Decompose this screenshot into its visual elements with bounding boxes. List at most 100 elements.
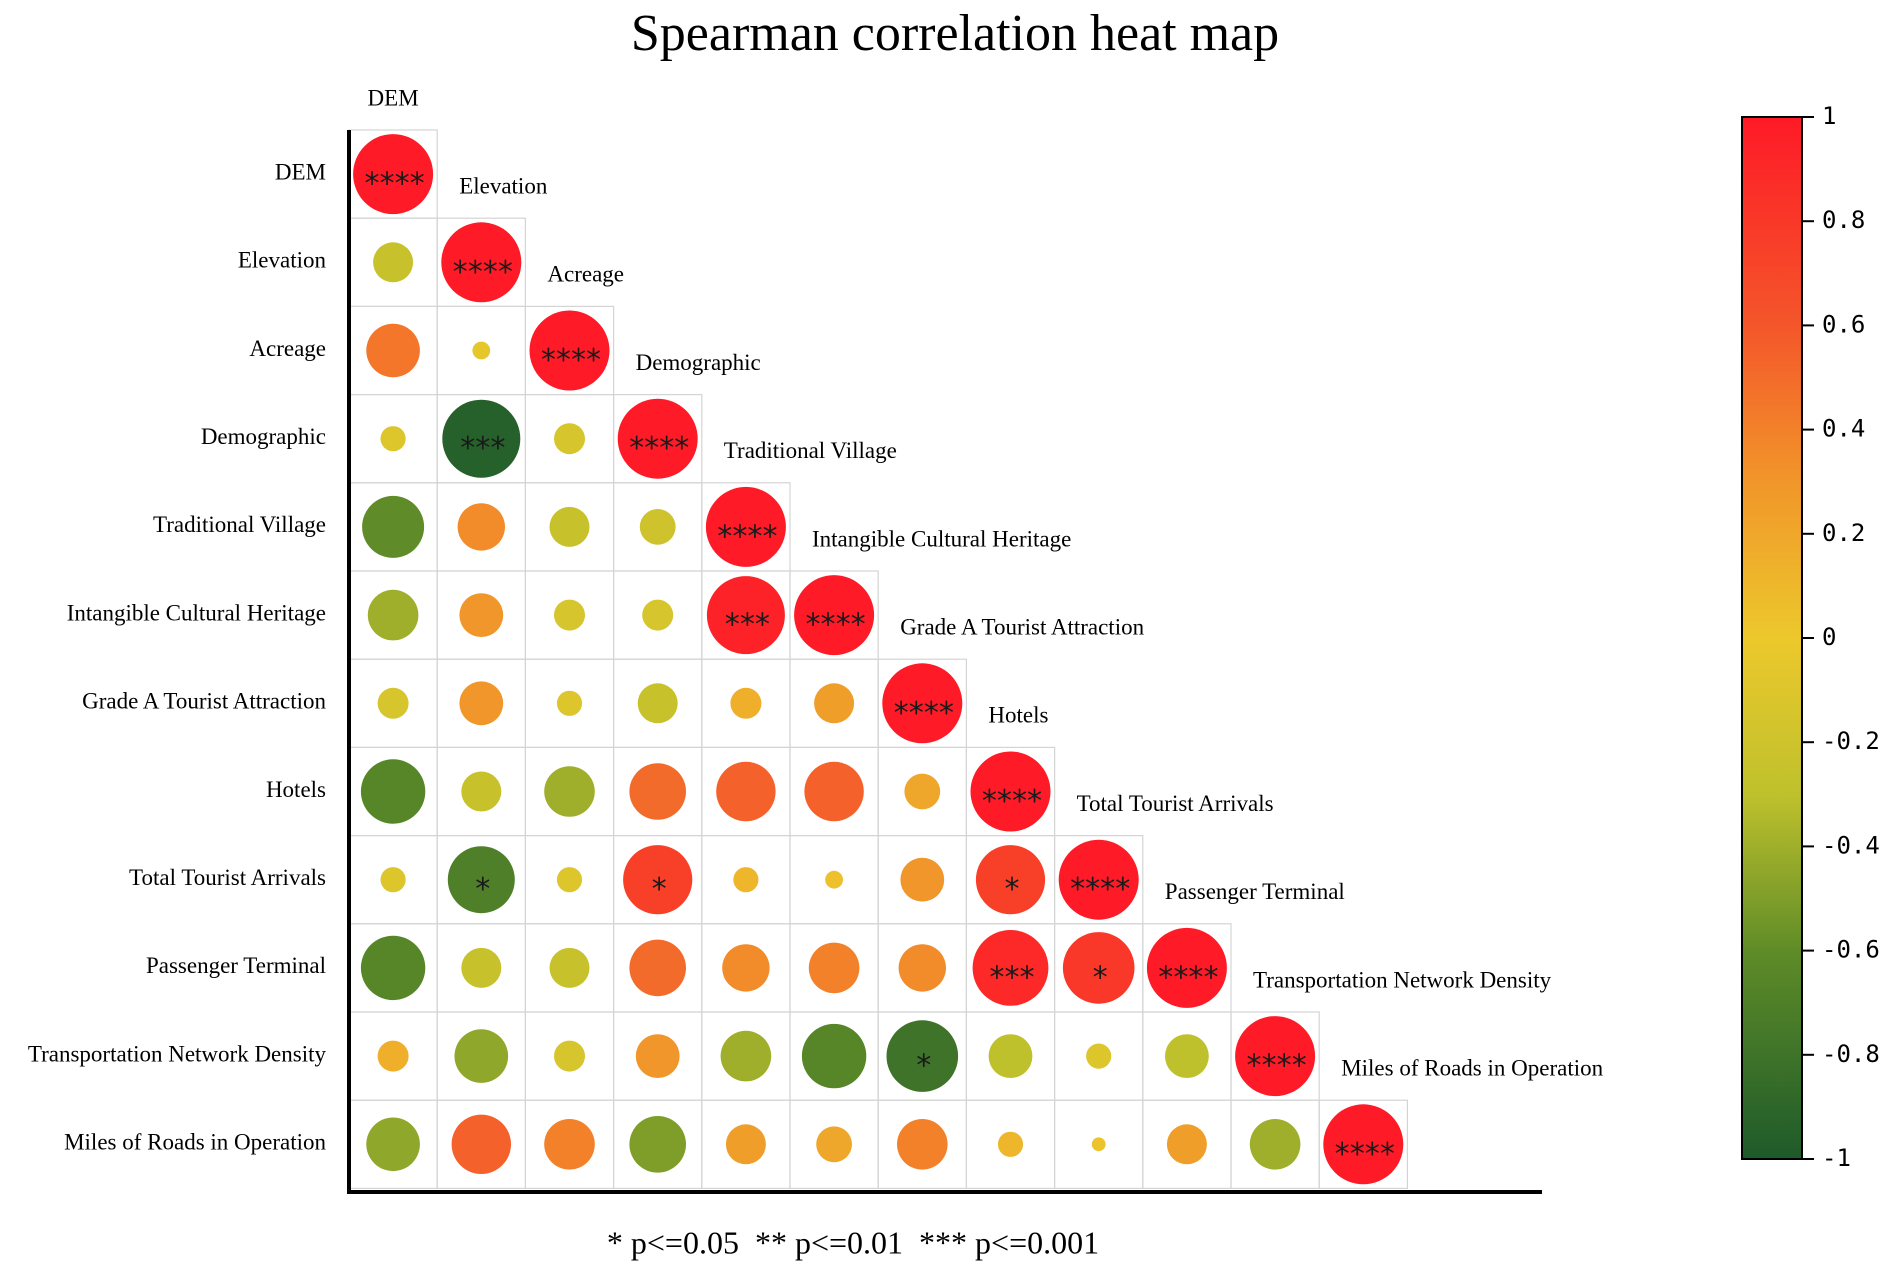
diagonal-label: DEM [368,85,419,110]
correlation-circle [549,506,590,547]
correlation-circle [730,687,762,719]
correlation-circle [554,1040,585,1072]
correlation-circle [635,1034,680,1078]
colorbar-tick-label: 0.2 [1822,519,1865,547]
correlation-circle [1146,927,1227,1008]
correlation-circle [1062,932,1135,1004]
row-label: Intangible Cultural Heritage [67,600,326,625]
colorbar: 1 0.8 0.6 0.4 0.2 0 -0.2 -0.4 -0.6 -0.8 -1 [1741,102,1880,1172]
row-labels: DEM Elevation Acreage Demographic Traditiona… [28,159,327,1154]
colorbar-tick-label: -0.6 [1822,936,1880,964]
diagonal-label: Acreage [547,262,624,287]
row-label: Elevation [238,248,327,273]
correlation-circle [459,681,504,726]
correlation-circle [997,1131,1024,1157]
row-label: Hotels [266,777,326,802]
correlation-circle [544,1119,595,1170]
correlation-circle [629,763,686,820]
correlation-circle [549,947,590,988]
correlation-circle [377,1040,409,1072]
correlation-circle [472,341,491,360]
significance-mark: **** [363,167,424,202]
colorbar-tick-label: -1 [1822,1144,1851,1172]
correlation-circle [366,323,420,378]
correlation-circle [642,599,674,631]
correlation-circle [706,576,785,655]
correlation-circle [461,947,502,988]
correlation-circle [529,310,610,391]
colorbar-gradient [1741,116,1803,1160]
colorbar-tick-label: -0.4 [1822,831,1880,859]
correlation-circle [897,1119,948,1170]
correlation-circle [720,1030,772,1082]
correlation-circle [900,857,945,902]
correlation-circle [556,867,583,893]
correlation-circle [544,766,595,817]
correlation-circle [725,1124,766,1165]
row-label: Transportation Network Density [28,1041,327,1066]
correlation-circle [1165,1034,1209,1078]
correlation-circle [816,1126,852,1163]
correlation-circle [1058,839,1139,920]
grid-cell [1318,1099,1408,1189]
correlation-circle [366,1117,420,1172]
correlation-circle [380,426,406,452]
significance-footnote: * p<=0.05 ** p<=0.01 *** p<=0.001 [607,1224,1099,1260]
row-label: Total Tourist Arrivals [129,865,326,890]
chart-title: Spearman correlation heat map [631,5,1279,62]
colorbar-tick-label: 0.4 [1822,415,1865,443]
diagonal-label: Traditional Village [724,438,897,463]
correlation-circle [461,771,502,812]
correlation-circle [637,683,678,724]
diagonal-labels: DEM Elevation Acreage Demographic Traditiona… [368,85,1604,1080]
correlation-circle [442,399,521,478]
correlation-circle [898,944,946,992]
correlation-circle [705,486,786,567]
significance-mark: * [474,872,490,907]
correlation-circle [882,663,963,744]
diagonal-label: Miles of Roads in Operation [1341,1055,1603,1080]
axes [347,130,1542,1194]
correlation-circle [353,134,434,215]
correlation-circle [441,222,522,303]
correlation-circle [804,761,864,822]
significance-mark: * [650,872,666,907]
correlation-circle [1235,1016,1316,1097]
correlation-circle [988,1034,1033,1078]
significance-mark: **** [1333,1137,1394,1172]
row-label: Acreage [249,336,326,361]
correlation-circle [617,398,698,479]
correlation-circle [451,1114,511,1175]
diagonal-label: Demographic [636,350,761,375]
row-label: Miles of Roads in Operation [64,1130,326,1155]
diagonal-label: Passenger Terminal [1165,879,1345,904]
significance-mark: **** [892,696,953,731]
correlation-circle [554,599,585,631]
diagonal-label: Hotels [988,703,1048,728]
colorbar-tick-label: -0.2 [1822,727,1880,755]
correlation-circle [722,944,770,992]
correlation-circle [886,1020,959,1092]
correlation-circle [360,759,426,824]
correlation-circle [1091,1137,1106,1152]
diagonal-label: Transportation Network Density [1253,967,1552,992]
colorbar-tick-label: 0.8 [1822,206,1865,234]
correlation-circle [556,690,583,716]
colorbar-tick-label: 0.6 [1822,310,1865,338]
correlation-circle [377,687,409,719]
correlation-circle [716,761,776,822]
significance-mark: **** [804,608,865,643]
colorbar-ticks: 1 0.8 0.6 0.4 0.2 0 -0.2 -0.4 -0.6 -0.8 -1 [1802,102,1880,1172]
significance-mark: * [915,1049,931,1084]
colorbar-tick-label: -0.8 [1822,1040,1880,1068]
correlation-circle [459,593,504,637]
correlation-circle [447,846,515,914]
significance-mark: **** [716,519,777,554]
correlation-circle [380,867,406,893]
correlation-circle [1086,1043,1112,1069]
correlation-circle [1166,1124,1207,1165]
correlation-circle [367,589,419,641]
correlation-circle [972,930,1049,1006]
significance-mark: *** [988,960,1034,995]
correlation-circle [970,751,1051,832]
